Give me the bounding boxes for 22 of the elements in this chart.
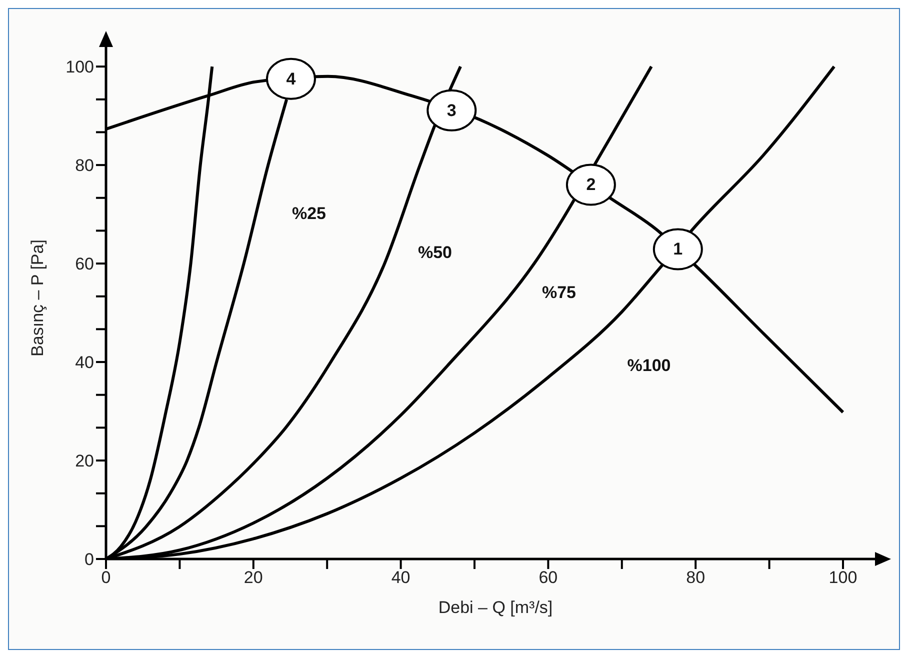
annotation: 3 — [446, 100, 456, 120]
y-axis-title: Basınç – P [Pa] — [28, 240, 48, 356]
x-axis-title: Debi – Q [m³/s] — [438, 598, 553, 617]
y-tick-label: 40 — [75, 353, 94, 372]
annotation: 2 — [586, 175, 596, 194]
y-tick-label: 80 — [75, 156, 94, 176]
annotation: 1 — [673, 240, 683, 259]
y-tick-label: 60 — [75, 254, 94, 274]
x-tick-label: 60 — [538, 568, 558, 588]
y-tick-label: 20 — [75, 452, 94, 471]
x-tick-label: 80 — [686, 568, 706, 588]
annotation: %75 — [542, 283, 576, 303]
y-tick-label: 100 — [66, 58, 94, 77]
annotation: %50 — [418, 243, 452, 263]
annotation: 4 — [286, 69, 296, 88]
x-tick-label: 100 — [828, 568, 858, 588]
annotation: %25 — [292, 204, 326, 224]
x-tick-label: 40 — [391, 568, 410, 588]
annotation: %100 — [627, 356, 671, 376]
x-tick-label: 20 — [244, 568, 263, 588]
y-tick-label: 0 — [84, 550, 94, 570]
x-tick-label: 0 — [101, 568, 111, 588]
